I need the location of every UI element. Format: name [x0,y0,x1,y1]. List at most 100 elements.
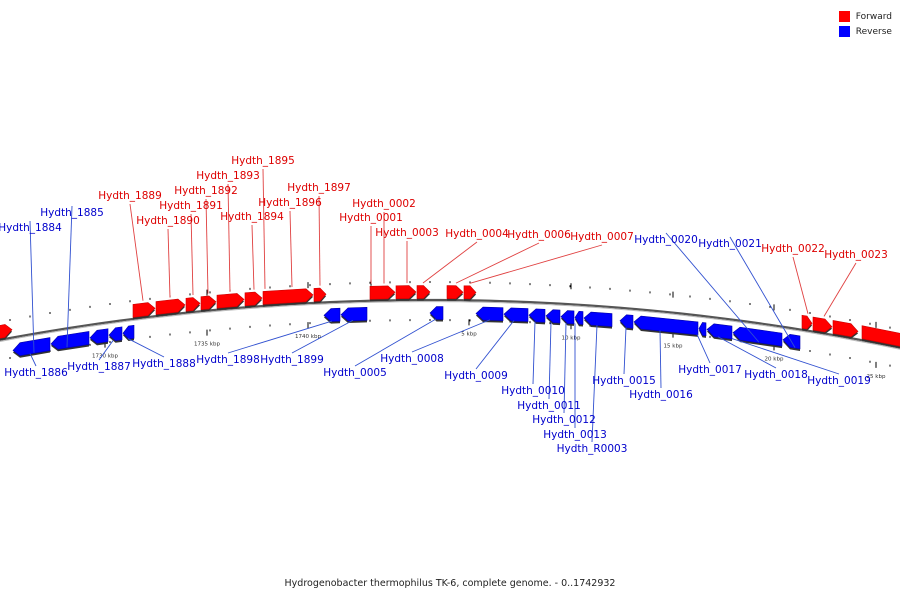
gene-label[interactable]: Hydth_0004 [445,228,509,240]
gene-label[interactable]: Hydth_1895 [231,155,295,167]
forward-gene-arrow[interactable] [395,285,417,300]
reverse-gene-arrow[interactable] [12,337,51,357]
reverse-gene-arrow[interactable] [89,328,109,344]
gene-leader-line [623,327,627,375]
forward-gene-arrow[interactable] [216,293,245,309]
gene-labels: Hydth_1884 Hydth_1885 Hydth_1886 Hydth_1887… [0,155,888,455]
reverse-gene-arrow[interactable] [574,310,584,325]
forward-gene-arrow[interactable] [416,285,431,299]
reverse-gene-arrow[interactable] [50,331,90,350]
forward-gene-arrow[interactable] [463,285,477,300]
gene-label[interactable]: Hydth_0012 [532,414,596,426]
gene-label[interactable]: Hydth_1884 [0,222,62,234]
gene-label[interactable]: Hydth_1886 [4,367,68,379]
forward-gene-arrow[interactable] [812,316,833,333]
gene-label[interactable]: Hydth_0007 [570,231,634,243]
gene-leader-line [354,318,437,367]
gene-label[interactable]: Hydth_1897 [287,182,351,194]
gene-leader-line [318,195,321,286]
reverse-gene-arrow[interactable] [633,315,699,336]
forward-gene-arrow[interactable] [155,298,186,315]
forward-gene-arrow[interactable] [369,285,396,300]
reverse-gene-arrow[interactable] [583,311,613,327]
gene-label[interactable]: Hydth_0020 [634,234,698,246]
reverse-gene-arrow[interactable] [528,308,546,323]
forward-gene-arrow[interactable] [244,291,263,307]
gene-leader-line [469,244,603,284]
reverse-gene-arrow[interactable] [108,326,123,342]
forward-gene-arrow[interactable] [446,285,464,299]
gene-label[interactable]: Hydth_0003 [375,227,439,239]
gene-label[interactable]: Hydth_1896 [258,197,322,209]
reverse-gene-arrow[interactable] [619,314,634,329]
gene-label[interactable]: Hydth_0015 [592,375,656,387]
forward-gene-arrow[interactable] [185,297,201,312]
gene-leader-line [262,168,266,289]
gene-label[interactable]: Hydth_1892 [174,185,238,197]
gene-leader-line [823,262,857,317]
gene-leader-line [127,338,165,358]
forward-gene-arrow[interactable] [832,320,859,337]
forward-gene-arrow[interactable] [0,324,13,342]
gene-label[interactable]: Hydth_1887 [67,361,131,373]
gene-label[interactable]: Hydth_0006 [507,229,571,241]
gene-leader-line [227,320,333,354]
gene-label[interactable]: Hydth_1894 [220,211,284,223]
reverse-gene-arrow[interactable] [698,322,707,337]
gene-leader-line [251,224,255,290]
gene-label[interactable]: Hydth_1888 [132,358,196,370]
gene-label[interactable]: Hydth_0010 [501,385,565,397]
gene-label[interactable]: Hydth_1899 [260,354,324,366]
gene-leader-line [591,324,598,443]
gene-label[interactable]: Hydth_1890 [136,215,200,227]
gene-label[interactable]: Hydth_0008 [380,353,444,365]
forward-gene-arrow[interactable] [262,288,314,305]
reverse-gene-arrow[interactable] [706,323,733,340]
forward-gene-arrow[interactable] [132,302,156,318]
reverse-gene-arrow[interactable] [340,307,368,322]
reverse-gene-arrow[interactable] [560,310,575,325]
legend-reverse-label: Reverse [855,26,892,37]
gene-label[interactable]: Hydth_1889 [98,190,162,202]
gene-label[interactable]: Hydth_0017 [678,364,742,376]
gene-leader-line [289,210,293,288]
gene-label[interactable]: Hydth_1893 [196,170,260,182]
genome-backbone-shadow [0,301,900,350]
forward-swatch [838,11,850,22]
reverse-gene-arrow[interactable] [323,307,341,322]
gene-label[interactable]: Hydth_0023 [824,249,888,261]
gene-label[interactable]: Hydth_0022 [761,243,825,255]
gene-leader-line [475,320,515,370]
gene-leader-line [190,213,194,296]
gene-leader-line [455,242,540,284]
forward-gene-arrow[interactable] [801,314,813,330]
gene-label[interactable]: Hydth_0005 [323,367,387,379]
gene-leader-line [167,228,171,298]
gene-label[interactable]: Hydth_0016 [629,389,693,401]
reverse-gene-arrow[interactable] [429,306,444,320]
gene-label[interactable]: Hydth_0018 [744,369,808,381]
gene-label[interactable]: Hydth_0013 [543,429,607,441]
gene-label[interactable]: Hydth_0021 [698,238,762,250]
reverse-gene-arrow[interactable] [545,309,561,324]
gene-label[interactable]: Hydth_0009 [444,370,508,382]
reverse-gene-arrow[interactable] [475,306,504,321]
reverse-gene-arrow[interactable] [122,324,135,340]
forward-gene-arrow[interactable] [200,295,217,311]
legend: Forward Reverse [838,9,892,39]
gene-leader-line [66,205,73,348]
gene-label[interactable]: Hydth_0019 [807,375,871,387]
forward-gene-arrow[interactable] [313,287,327,302]
forward-gene-arrow[interactable] [861,325,900,349]
gene-label[interactable]: Hydth_1885 [40,207,104,219]
gene-label[interactable]: Hydth_0001 [339,212,403,224]
gene-label[interactable]: Hydth_1891 [159,200,223,212]
gene-leader-line [291,319,354,354]
gene-label[interactable]: Hydth_0002 [352,198,416,210]
gene-label[interactable]: Hydth_R0003 [557,443,628,455]
gene-label[interactable]: Hydth_1898 [196,354,260,366]
gene-label[interactable]: Hydth_0011 [517,400,581,412]
reverse-gene-arrow[interactable] [503,307,529,322]
